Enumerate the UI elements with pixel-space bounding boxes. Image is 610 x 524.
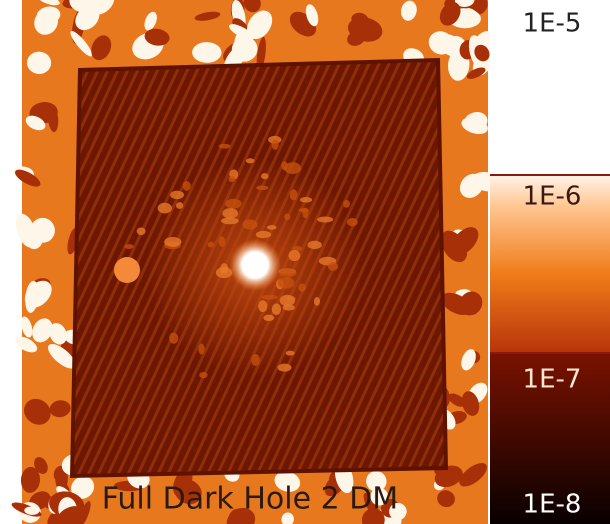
page: Full Dark Hole 2 DM 1E-5 1E-6 1E-7 1E-8 … — [0, 0, 610, 524]
speckle — [170, 191, 184, 200]
speckle — [242, 219, 257, 229]
speckle — [281, 161, 287, 170]
speckle — [272, 140, 279, 150]
speckle — [267, 225, 277, 230]
speckle — [278, 277, 295, 289]
speckle — [246, 158, 255, 163]
speckle — [219, 236, 226, 247]
speckle — [208, 242, 215, 248]
colorbar-tick: 1E-7 — [523, 365, 582, 395]
speckle — [298, 284, 306, 292]
speckle — [251, 354, 260, 366]
speckle — [261, 173, 269, 179]
side-peak — [114, 257, 140, 283]
speckle — [272, 303, 281, 314]
speckle — [263, 315, 274, 321]
figure: Full Dark Hole 2 DM 1E-5 1E-6 1E-7 1E-8 — [0, 0, 610, 524]
speckle — [225, 199, 242, 209]
speckle — [343, 200, 350, 208]
speckle — [219, 144, 231, 149]
speckle — [278, 364, 292, 372]
speckle — [258, 300, 267, 312]
speckle — [228, 176, 235, 182]
colorbar-tick: 1E-6 — [523, 182, 582, 212]
speckle — [222, 208, 238, 218]
speckle — [286, 351, 295, 356]
speckle — [199, 372, 207, 378]
speckle — [290, 189, 298, 200]
speckle — [220, 263, 228, 274]
speckle — [279, 269, 297, 277]
speckle — [124, 244, 133, 249]
speckle — [328, 262, 338, 271]
speckle — [307, 241, 321, 249]
caption: Full Dark Hole 2 DM — [102, 482, 398, 517]
speckle — [137, 227, 146, 235]
speckle — [317, 216, 333, 222]
speckle — [169, 333, 178, 344]
speckle — [183, 181, 191, 191]
dark-hole-image: Full Dark Hole 2 DM — [10, 0, 504, 524]
speckle — [298, 208, 309, 212]
speckle — [288, 250, 300, 261]
speckle — [300, 197, 312, 203]
speckle — [198, 344, 204, 355]
central-peak — [229, 239, 281, 291]
colorbar: 1E-5 1E-6 1E-7 1E-8 — [490, 0, 610, 524]
speckle — [256, 186, 268, 191]
speckle — [164, 237, 181, 247]
speckle — [176, 202, 183, 209]
speckle — [347, 218, 358, 226]
speckle — [256, 231, 271, 238]
speckle — [158, 203, 172, 214]
speckle — [284, 214, 290, 221]
speckle — [261, 295, 278, 300]
speckle — [280, 295, 295, 306]
colorbar-tick: 1E-5 — [523, 9, 582, 39]
colorbar-tick: 1E-8 — [523, 490, 582, 520]
speckle — [314, 297, 320, 306]
